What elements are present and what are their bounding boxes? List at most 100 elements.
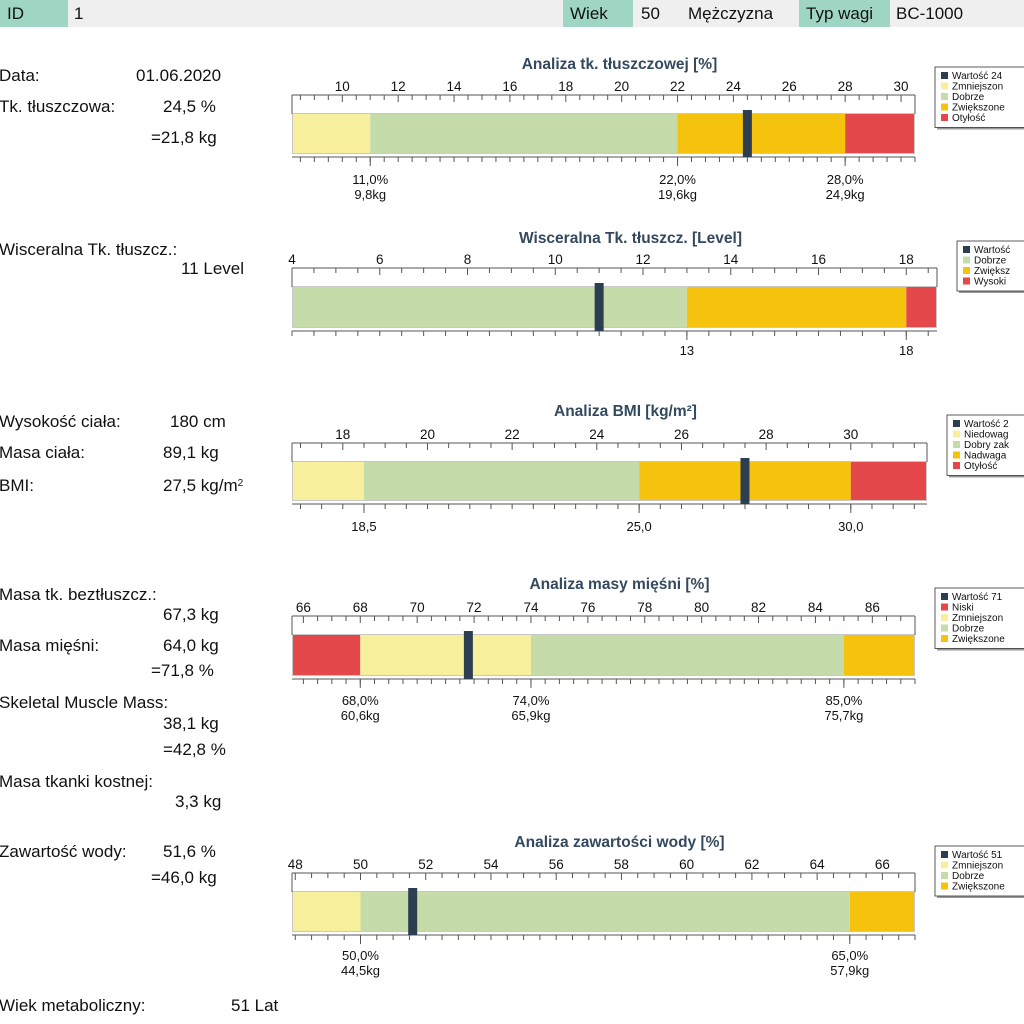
threshold-label: 68,0% (342, 693, 379, 708)
value-marker (408, 888, 418, 935)
legend-swatch (953, 462, 960, 469)
tick-label: 58 (614, 857, 629, 872)
legend-label: Dobrze (974, 256, 1007, 267)
legend-label: Wartość 2 (964, 419, 1009, 430)
water-kg: =46,0 kg (151, 868, 217, 887)
bmi-unit-exponent: 2 (237, 478, 244, 489)
legend-swatch (941, 851, 948, 858)
fat-kg: =21,8 kg (151, 128, 217, 147)
value-marker (463, 631, 473, 679)
tick-label: 54 (483, 857, 499, 872)
lean-mass-label: Masa tk. beztłuszcz.: (0, 585, 157, 604)
threshold-label: 22,0% (659, 172, 696, 187)
tick-label: 26 (674, 427, 689, 442)
legend-swatch (941, 872, 948, 879)
tick-label: 4 (288, 252, 296, 267)
tick-label: 14 (447, 79, 463, 94)
legend-label: Dobrze (952, 624, 985, 635)
header-bar: ID 1 Wiek 50 Mężczyzna Typ wagi BC-1000 (0, 0, 1024, 27)
metabolic-age-label: Wiek metaboliczny: (0, 996, 146, 1015)
threshold-label: 28,0% (827, 172, 864, 187)
legend-label: Wartość (974, 245, 1010, 256)
tick-label: 86 (865, 600, 880, 615)
tick-label: 52 (418, 857, 433, 872)
legend-label: Niski (952, 603, 974, 614)
tick-label: 30 (843, 427, 858, 442)
date-value: 01.06.2020 (136, 66, 222, 85)
bar-segment (906, 287, 937, 327)
muscle-label: Masa mięśni: (0, 636, 100, 655)
threshold-label: 75,7kg (824, 708, 863, 723)
bar-segment (292, 635, 361, 675)
tick-label: 14 (723, 252, 739, 267)
legend-swatch (941, 635, 948, 642)
tick-label: 10 (335, 79, 350, 94)
bar-segment (530, 635, 844, 675)
tick-label: 62 (744, 857, 759, 872)
body-mass-label: Masa ciała: (0, 443, 85, 462)
tick-label: 12 (636, 252, 651, 267)
tick-label: 72 (467, 600, 482, 615)
tick-label: 8 (464, 252, 472, 267)
threshold-label: 11,0% (352, 172, 388, 187)
gender-value: Mężczyzna (688, 4, 774, 23)
legend-swatch (941, 603, 948, 611)
legend-swatch (963, 267, 970, 274)
tick-label: 64 (810, 857, 826, 872)
legend-box (934, 587, 1024, 649)
legend-label: Otyłość (952, 113, 985, 124)
fat-label: Tk. tłuszczowa: (0, 97, 116, 116)
bmi-label: BMI: (0, 476, 34, 495)
threshold-label: 18,5 (351, 519, 376, 534)
legend-swatch (941, 614, 948, 621)
id-value: 1 (74, 4, 84, 23)
bar-segment (360, 892, 850, 931)
fat-percent: 24,5 % (163, 97, 216, 116)
threshold-label: 25,0 (626, 519, 651, 534)
legend-label: Wartość 51 (952, 850, 1003, 861)
legend-box (934, 845, 1024, 897)
chart-title: Analiza zawartości wody [%] (514, 834, 724, 851)
bar-frame (292, 286, 937, 328)
tick-label: 48 (288, 857, 303, 872)
tick-label: 80 (694, 600, 709, 615)
legend-swatch (953, 430, 960, 438)
tick-label: 16 (811, 252, 826, 267)
legend-swatch (953, 451, 960, 459)
tick-label: 66 (875, 857, 890, 872)
tick-label: 24 (726, 79, 742, 94)
legend-label: Dobry zak (964, 440, 1010, 451)
bar-segment (370, 114, 678, 153)
tick-label: 22 (670, 79, 685, 94)
metabolic-age-value: 51 Lat (231, 996, 279, 1015)
legend-swatch (941, 882, 948, 890)
threshold-label: 44,5kg (341, 963, 380, 978)
chart-title: Analiza tk. tłuszczowej [%] (522, 56, 718, 73)
bar-segment (850, 462, 927, 500)
bone-label: Masa tkanki kostnej: (0, 772, 154, 791)
threshold-label: 19,6kg (658, 187, 697, 202)
skeletal-kg: 38,1 kg (163, 714, 219, 733)
threshold-label: 65,0% (831, 948, 868, 963)
threshold-label: 74,0% (513, 693, 550, 708)
threshold-label: 85,0% (825, 693, 862, 708)
tick-label: 18 (899, 252, 914, 267)
threshold-label: 30,0 (838, 519, 863, 534)
legend-swatch (941, 93, 948, 100)
height-label: Wysokość ciała: (0, 412, 121, 431)
tick-label: 78 (637, 600, 652, 615)
age-value: 50 (641, 4, 660, 23)
body-mass-value: 89,1 kg (163, 443, 219, 462)
legend-label: Wysoki (974, 277, 1006, 288)
bmi-value-wrap: 27,5 kg/m2 (163, 476, 243, 496)
visceral-label: Wisceralna Tk. tłuszcz.: (0, 240, 178, 259)
legend-label: Wartość 71 (952, 592, 1003, 603)
tick-label: 26 (782, 79, 797, 94)
legend-label: Niedowag (964, 430, 1008, 441)
chart-title: Analiza masy mięśni [%] (529, 576, 709, 593)
bar-segment (360, 635, 531, 675)
tick-label: 10 (548, 252, 563, 267)
legend-swatch (963, 277, 970, 285)
legend-label: Zwiększone (952, 882, 1005, 893)
bone-value: 3,3 kg (175, 792, 222, 811)
